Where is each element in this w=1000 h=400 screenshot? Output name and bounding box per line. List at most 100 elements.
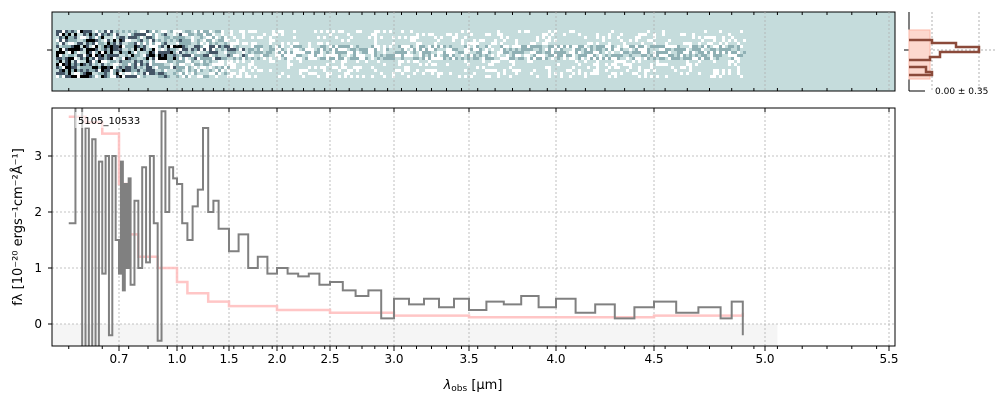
pixel <box>119 57 122 60</box>
pixel <box>584 75 587 78</box>
pixel <box>608 36 611 39</box>
pixel <box>239 69 242 72</box>
pixel <box>269 45 272 48</box>
pixel <box>596 72 599 75</box>
pixel <box>440 57 443 60</box>
pixel <box>473 42 476 45</box>
pixel <box>74 60 77 63</box>
pixel <box>341 57 344 60</box>
pixel <box>512 51 515 54</box>
pixel <box>557 48 560 51</box>
pixel <box>578 57 581 60</box>
pixel <box>383 45 386 48</box>
pixel <box>524 54 527 57</box>
pixel <box>422 72 425 75</box>
pixel <box>107 69 110 72</box>
pixel <box>590 48 593 51</box>
x-tick-label: 1.0 <box>167 352 186 366</box>
pixel <box>413 48 416 51</box>
pixel <box>185 66 188 69</box>
pixel <box>98 57 101 60</box>
pixel <box>677 45 680 48</box>
pixel <box>131 69 134 72</box>
pixel <box>518 45 521 48</box>
pixel <box>188 75 191 78</box>
pixel <box>662 30 665 33</box>
pixel <box>101 63 104 66</box>
pixel <box>101 33 104 36</box>
pixel <box>299 45 302 48</box>
pixel <box>182 39 185 42</box>
pixel <box>506 54 509 57</box>
pixel <box>293 45 296 48</box>
pixel <box>479 48 482 51</box>
pixel <box>272 60 275 63</box>
pixel <box>659 63 662 66</box>
pixel <box>59 30 62 33</box>
pixel <box>101 54 104 57</box>
pixel <box>260 45 263 48</box>
pixel <box>101 72 104 75</box>
pixel <box>101 57 104 60</box>
pixel <box>644 45 647 48</box>
pixel <box>533 51 536 54</box>
pixel <box>287 60 290 63</box>
pixel <box>683 42 686 45</box>
pixel <box>710 48 713 51</box>
pixel <box>653 42 656 45</box>
pixel <box>59 39 62 42</box>
pixel <box>413 72 416 75</box>
pixel <box>563 54 566 57</box>
pixel <box>713 72 716 75</box>
zero-band <box>52 324 778 346</box>
pixel <box>371 75 374 78</box>
pixel <box>710 75 713 78</box>
pixel <box>578 51 581 54</box>
pixel <box>449 33 452 36</box>
pixel <box>110 72 113 75</box>
pixel <box>728 54 731 57</box>
pixel <box>65 33 68 36</box>
pixel <box>86 33 89 36</box>
pixel <box>662 57 665 60</box>
pixel <box>341 51 344 54</box>
pixel <box>581 57 584 60</box>
pixel <box>335 57 338 60</box>
pixel <box>554 54 557 57</box>
pixel <box>545 42 548 45</box>
pixel <box>365 51 368 54</box>
pixel <box>410 48 413 51</box>
pixel <box>239 30 242 33</box>
pixel <box>569 30 572 33</box>
pixel <box>203 57 206 60</box>
pixel <box>74 36 77 39</box>
pixel <box>221 66 224 69</box>
pixel <box>176 51 179 54</box>
pixel <box>281 30 284 33</box>
pixel <box>722 45 725 48</box>
pixel <box>164 36 167 39</box>
pixel <box>281 42 284 45</box>
pixel <box>461 51 464 54</box>
pixel <box>77 48 80 51</box>
pixel <box>80 75 83 78</box>
pixel <box>218 72 221 75</box>
pixel <box>665 48 668 51</box>
pixel <box>587 57 590 60</box>
pixel <box>326 30 329 33</box>
pixel <box>614 60 617 63</box>
pixel <box>68 39 71 42</box>
pixel <box>227 63 230 66</box>
pixel <box>584 48 587 51</box>
pixel <box>83 54 86 57</box>
pixel <box>182 75 185 78</box>
pixel <box>128 57 131 60</box>
pixel <box>341 48 344 51</box>
pixel <box>431 57 434 60</box>
pixel <box>539 51 542 54</box>
pixel <box>233 72 236 75</box>
pixel <box>647 30 650 33</box>
pixel <box>221 69 224 72</box>
y-tick-label: 1 <box>34 261 42 275</box>
pixel <box>230 48 233 51</box>
